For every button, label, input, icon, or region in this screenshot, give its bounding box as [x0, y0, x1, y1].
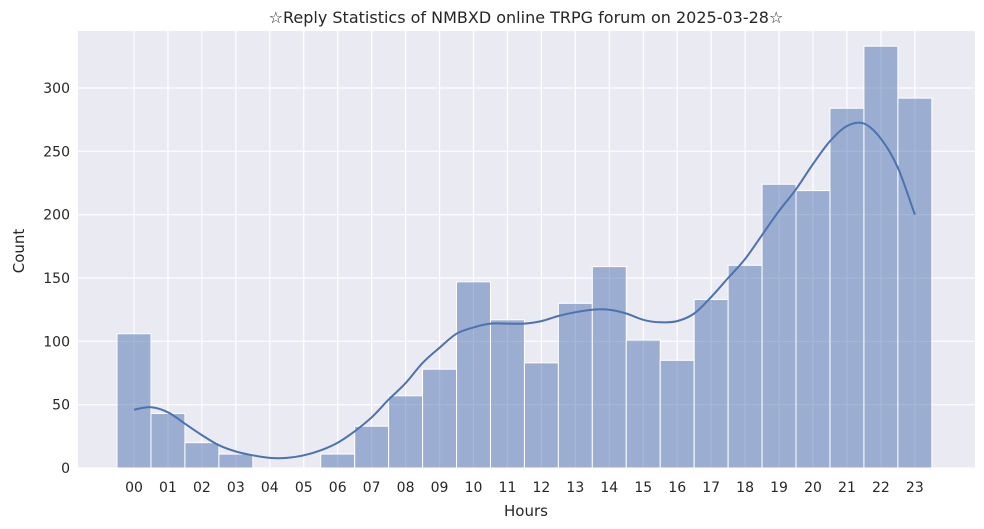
bar-hour-08 — [388, 395, 424, 469]
x-tick-label-19: 19 — [770, 480, 788, 496]
y-tick-label: 50 — [52, 398, 70, 414]
bar-hour-07 — [354, 425, 390, 469]
bar-hour-15 — [625, 339, 661, 469]
bar-hour-19 — [761, 183, 797, 469]
x-axis-label: Hours — [504, 502, 548, 520]
x-tick-label-17: 17 — [702, 480, 720, 496]
y-axis-label: Count — [10, 229, 28, 274]
bar-hour-02 — [184, 442, 220, 469]
x-tick-label-03: 03 — [227, 480, 245, 496]
x-tick-label-22: 22 — [872, 480, 890, 496]
x-tick-label-06: 06 — [329, 480, 347, 496]
bar-hour-22 — [863, 45, 899, 469]
x-tick-label-16: 16 — [668, 480, 686, 496]
bar-hour-11 — [489, 319, 525, 469]
chart-title: ☆Reply Statistics of NMBXD online TRPG f… — [269, 8, 784, 27]
y-tick-label: 100 — [43, 334, 70, 350]
bar-hour-13 — [557, 302, 593, 469]
bar-hour-03 — [218, 453, 254, 469]
bar-hour-10 — [456, 281, 491, 469]
y-tick-label: 300 — [43, 81, 70, 97]
bar-hour-21 — [829, 107, 865, 469]
bar-hour-09 — [422, 368, 458, 469]
bar-hour-12 — [523, 362, 559, 469]
bar-hour-00 — [116, 333, 152, 469]
x-tick-label-01: 01 — [159, 480, 177, 496]
x-tick-labels: 00 01 02 03 04 05 06 07 08 09 10 11 12 13 14 15 16 17 18 19… — [125, 480, 924, 496]
x-tick-label-09: 09 — [431, 480, 449, 496]
x-tick-label-10: 10 — [465, 480, 483, 496]
x-tick-label-04: 04 — [261, 480, 279, 496]
y-tick-label: 200 — [43, 208, 70, 224]
y-tick-label: 150 — [43, 271, 70, 287]
x-tick-label-23: 23 — [906, 480, 924, 496]
bar-hour-14 — [591, 266, 627, 469]
x-tick-label-12: 12 — [532, 480, 550, 496]
y-tick-label: 0 — [61, 461, 70, 477]
bar-hour-17 — [693, 299, 729, 469]
x-tick-label-21: 21 — [838, 480, 856, 496]
bar-hour-23 — [897, 97, 933, 469]
bar-hour-20 — [795, 190, 831, 469]
x-tick-label-13: 13 — [566, 480, 584, 496]
kde-curve — [133, 121, 916, 460]
x-tick-label-07: 07 — [363, 480, 381, 496]
bars — [116, 45, 933, 469]
bar-hour-06 — [320, 453, 356, 469]
x-tick-label-11: 11 — [499, 480, 517, 496]
x-tick-label-18: 18 — [736, 480, 754, 496]
bar-hour-16 — [659, 359, 695, 469]
bar-hour-18 — [727, 264, 763, 469]
x-tick-label-02: 02 — [193, 480, 211, 496]
bar-hour-01 — [150, 413, 186, 469]
x-tick-label-05: 05 — [295, 480, 313, 496]
y-tick-labels: 0 50 100 150 200 250 300 — [43, 81, 70, 477]
x-tick-label-08: 08 — [397, 480, 415, 496]
x-tick-label-20: 20 — [804, 480, 822, 496]
x-tick-label-14: 14 — [600, 480, 618, 496]
x-tick-label-00: 00 — [125, 480, 143, 496]
x-tick-label-15: 15 — [634, 480, 652, 496]
y-tick-label: 250 — [43, 144, 70, 160]
